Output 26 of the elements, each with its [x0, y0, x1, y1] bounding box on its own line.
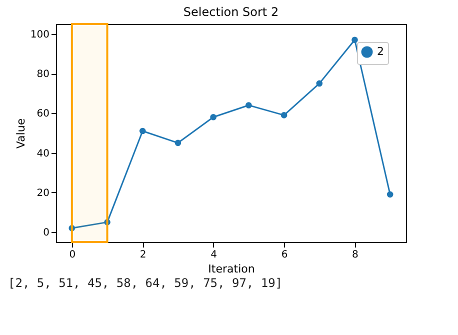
- point: [386, 191, 394, 198]
- x-tick-label: 8: [352, 250, 358, 260]
- point: [139, 128, 146, 134]
- x-axis-title: Iteration: [208, 262, 255, 276]
- point: [316, 80, 323, 87]
- x-tick-label: 0: [69, 250, 76, 260]
- y-tick-label: 0: [43, 228, 50, 239]
- y-tick-label: 60: [36, 108, 50, 120]
- y-tick-label: 80: [36, 69, 50, 80]
- point: [280, 112, 288, 118]
- x-tick-label: 2: [140, 250, 146, 260]
- text: [2, 5, 51, 45, 58, 64, 59, 75, 97, 19]: [7, 276, 284, 290]
- x-tick-label: 6: [281, 250, 288, 260]
- point: [210, 114, 216, 120]
- chart-title: Selection Sort 2: [183, 5, 279, 19]
- y-axis-title: Value: [14, 118, 28, 149]
- x-tick-label: 4: [210, 250, 218, 260]
- point: [246, 102, 252, 108]
- point: [104, 219, 110, 226]
- legend-label: 2: [377, 45, 384, 58]
- point: [352, 36, 358, 44]
- point: [174, 140, 182, 146]
- point: [68, 224, 76, 232]
- y-tick-label: 40: [36, 148, 50, 160]
- y-tick-label: 20: [36, 188, 50, 199]
- y-tick-label: 100: [30, 29, 50, 40]
